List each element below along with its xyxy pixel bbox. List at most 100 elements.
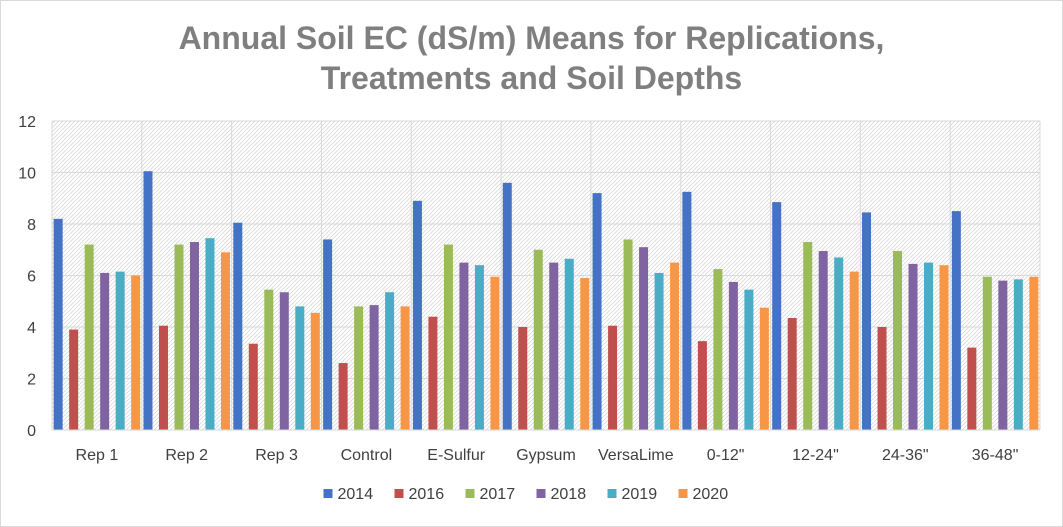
bar-2018-1 [100,272,110,430]
bar-2018-7 [639,247,649,430]
x-tick-label: E-Sulfur [427,447,485,464]
legend-label-2017: 2017 [480,486,516,503]
x-tick-label: Rep 3 [255,447,298,464]
bar-2014-6 [502,182,512,430]
bar-2017-4 [354,306,364,430]
bar-2018-2 [189,242,199,430]
legend-item-2018: 2018 [536,486,587,503]
bar-2014-2 [143,171,153,430]
bar-2017-6 [533,249,543,430]
x-tick-label: VersaLime [598,447,674,464]
y-tick-label: 8 [27,217,36,234]
bar-2019-6 [564,258,574,430]
x-tick-label: Gypsum [516,447,576,464]
bar-2018-6 [549,262,559,430]
bar-2017-5 [443,244,453,430]
bar-2014-9 [772,202,782,430]
bar-2016-1 [69,329,79,430]
y-tick-label: 4 [27,320,36,337]
chart-title-line-1: Annual Soil EC (dS/m) Means for Replicat… [178,20,885,56]
bar-2016-10 [877,327,887,430]
legend-item-2014: 2014 [323,486,374,503]
bar-2017-7 [623,239,633,430]
bar-2019-4 [385,292,395,430]
bar-2019-10 [924,262,934,430]
bar-2018-3 [279,292,289,430]
bar-2020-8 [759,307,769,430]
legend-label-2020: 2020 [693,486,729,503]
bar-2016-7 [608,325,618,430]
y-tick-label: 6 [27,269,36,286]
chart-title: Annual Soil EC (dS/m) Means for Replicat… [0,18,1063,98]
x-tick-label: 0-12" [707,447,745,464]
bar-2017-8 [713,269,723,430]
bar-2020-3 [310,312,320,430]
legend-label-2019: 2019 [622,486,658,503]
legend-swatch-2019 [607,489,617,498]
y-tick-label: 10 [18,166,36,183]
legend-label-2018: 2018 [551,486,587,503]
bar-2014-7 [592,193,602,430]
legend-item-2020: 2020 [678,486,729,503]
bar-2018-9 [818,251,828,430]
x-tick-label: 36-48" [972,447,1019,464]
legend-swatch-2016 [394,489,404,498]
x-tick-label: Rep 2 [165,447,208,464]
bar-2016-6 [518,327,528,430]
bar-2020-1 [131,275,141,430]
bar-2020-2 [220,252,230,430]
bar-2020-7 [670,262,680,430]
bar-2016-11 [967,347,977,430]
x-tick-label: 12-24" [792,447,839,464]
bar-2020-10 [939,265,949,430]
bar-2014-3 [233,222,243,430]
bar-2016-4 [338,363,348,430]
legend-swatch-2014 [323,489,333,498]
legend-swatch-2017 [465,489,475,498]
x-tick-label: 24-36" [882,447,929,464]
bar-2019-11 [1013,279,1023,430]
bar-2017-2 [174,244,184,430]
bar-2018-5 [459,262,469,430]
x-tick-label: Control [341,447,393,464]
legend-item-2019: 2019 [607,486,658,503]
bar-2019-3 [295,306,305,430]
y-tick-label: 12 [18,114,36,131]
bar-2017-11 [982,276,992,430]
bar-2019-8 [744,289,754,430]
legend-swatch-2018 [536,489,546,498]
bar-2014-1 [53,218,63,430]
bar-2016-2 [158,325,168,430]
bar-2017-1 [84,244,94,430]
bar-2014-4 [323,239,333,430]
bar-2020-4 [400,306,410,430]
bar-2019-2 [205,238,215,430]
bar-2017-9 [803,242,813,430]
bar-2019-7 [654,272,664,430]
bar-2018-10 [908,263,918,430]
bar-2020-9 [849,271,859,430]
bar-2014-10 [862,212,872,430]
bar-2019-9 [834,257,844,430]
legend-item-2017: 2017 [465,486,516,503]
bar-2019-1 [115,271,125,430]
bar-2018-8 [728,281,738,430]
bar-2016-9 [787,317,797,430]
chart-title-line-2: Treatments and Soil Depths [320,60,743,96]
legend-label-2014: 2014 [338,486,374,503]
bar-2016-3 [248,343,258,430]
bar-2016-8 [697,341,707,430]
bar-2019-5 [474,265,484,430]
bar-2017-10 [893,251,903,430]
bar-2020-6 [580,278,590,430]
y-tick-label: 2 [27,372,36,389]
bar-2016-5 [428,316,438,430]
bar-2018-4 [369,305,379,430]
bar-2014-8 [682,191,692,430]
bar-2020-11 [1029,276,1039,430]
x-tick-label: Rep 1 [76,447,119,464]
bar-2020-5 [490,276,500,430]
legend-item-2016: 2016 [394,486,445,503]
legend-label-2016: 2016 [409,486,445,503]
